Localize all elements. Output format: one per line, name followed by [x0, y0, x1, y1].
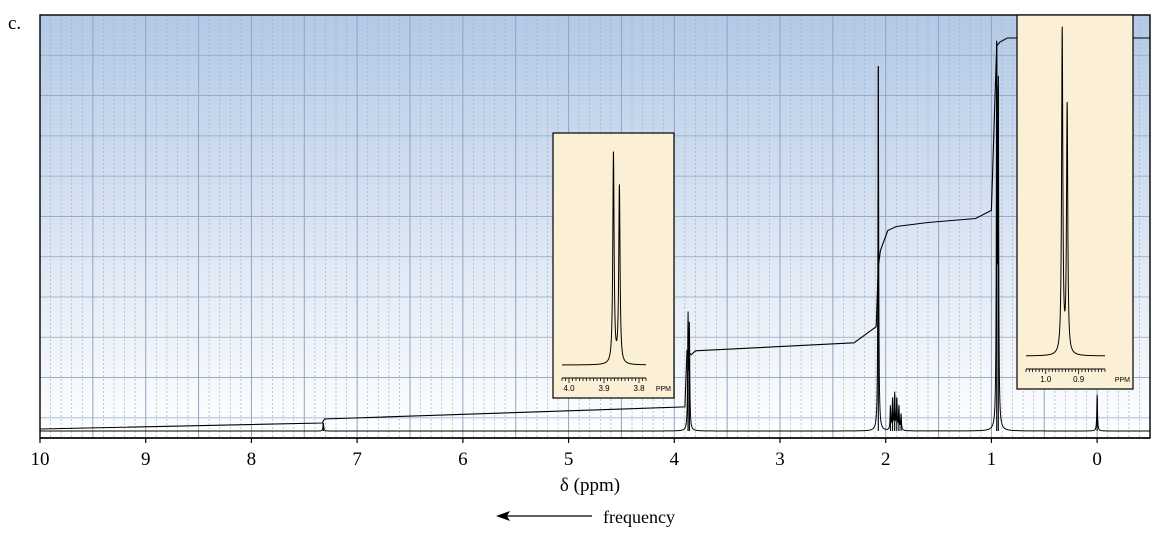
x-tick-label: 5	[564, 449, 574, 470]
insets: 4.0 3.9 3.8 PPM 1.0 0.9 PPM	[552, 14, 1134, 399]
inset-tick-label: 0.9	[1073, 375, 1085, 384]
inset-trace	[562, 151, 646, 366]
x-tick-label: 3	[775, 449, 785, 470]
inset-tick-label: 4.0	[563, 384, 575, 393]
x-tick-label: 1	[987, 449, 997, 470]
inset-3.9ppm: 4.0 3.9 3.8 PPM	[552, 132, 675, 399]
inset-tick-label: 3.8	[633, 384, 645, 393]
inset-tick-label: 3.9	[598, 384, 610, 393]
spectrum-trace	[40, 40, 1150, 432]
x-tick-label: 6	[458, 449, 468, 470]
inset-tick-label: 1.0	[1040, 375, 1052, 384]
x-tick-label: 0	[1092, 449, 1102, 470]
frequency-arrow-head	[496, 511, 510, 521]
x-tick-label: 4	[670, 449, 680, 470]
x-axis-title: δ (ppm)	[560, 475, 620, 496]
panel-label: c.	[8, 13, 21, 34]
integral-trace	[39, 37, 1150, 430]
inset-box	[1016, 14, 1134, 390]
x-tick-label: 10	[31, 449, 50, 470]
inset-0.9ppm: 1.0 0.9 PPM	[1016, 14, 1134, 390]
x-tick-label: 9	[141, 449, 151, 470]
spectrum-layer	[40, 40, 1150, 432]
x-tick-label: 7	[352, 449, 362, 470]
inset-box	[552, 132, 675, 399]
inset-trace	[1026, 26, 1105, 357]
x-tick-label: 8	[247, 449, 257, 470]
inset-unit-label: PPM	[656, 386, 671, 393]
frequency-label: frequency	[603, 507, 675, 527]
x-axis-ticks: 10 9 8 7 6 5 4 3 2 1 0	[31, 438, 1102, 470]
inset-unit-label: PPM	[1115, 377, 1130, 384]
x-tick-label: 2	[881, 449, 891, 470]
